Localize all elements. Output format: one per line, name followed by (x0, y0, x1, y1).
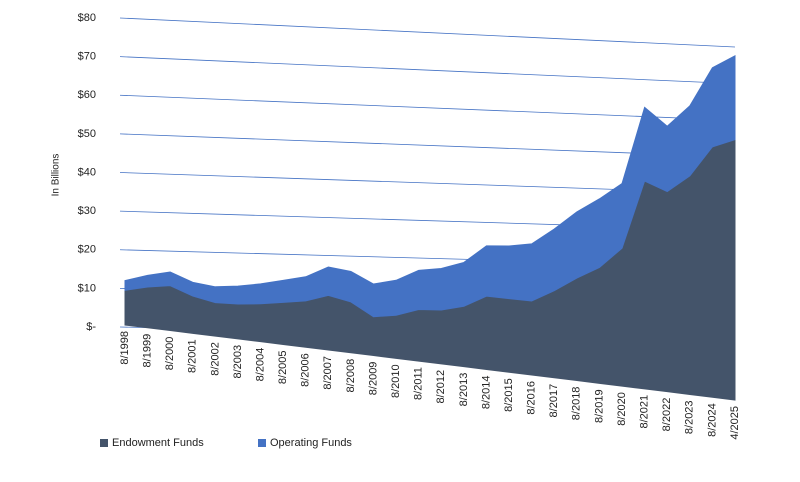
legend-swatch (258, 439, 266, 447)
y-tick-label: $- (86, 321, 96, 333)
x-tick-label: 8/2007 (322, 356, 334, 390)
x-tick-label: 8/2003 (232, 345, 244, 379)
x-tick-label: 8/2021 (639, 395, 651, 429)
area (124, 54, 736, 318)
x-tick-label: 8/1999 (141, 334, 153, 368)
legend-swatch (100, 439, 108, 447)
x-tick-label: 8/2005 (277, 350, 289, 384)
x-tick-label: 8/2022 (661, 398, 673, 432)
x-tick-label: 8/2014 (480, 375, 492, 409)
x-tick-label: 8/2012 (435, 370, 447, 404)
y-tick-label: $30 (78, 205, 96, 217)
x-tick-label: 8/2010 (390, 364, 402, 398)
grid-line (119, 94, 736, 121)
y-axis-title: In Billions (51, 154, 62, 197)
legend-label: Operating Funds (270, 437, 352, 449)
x-tick-label: 8/2017 (548, 384, 560, 418)
y-tick-label: $80 (78, 12, 96, 24)
x-tick-label: 8/2019 (593, 389, 605, 423)
y-tick-label: $50 (78, 128, 96, 140)
x-tick-label: 8/2008 (345, 359, 357, 393)
y-tick-label: $20 (78, 244, 96, 256)
x-tick-label: 8/2009 (367, 362, 379, 396)
x-tick-label: 8/2024 (706, 403, 718, 437)
x-tick-label: 8/2004 (254, 348, 266, 382)
x-tick-label: 8/2018 (571, 387, 583, 421)
y-tick-label: $70 (78, 51, 96, 63)
x-tick-label: 8/2011 (413, 367, 425, 400)
x-tick-label: 8/2002 (209, 342, 221, 376)
y-tick-label: $40 (78, 166, 96, 178)
y-tick-label: $60 (78, 89, 96, 101)
x-tick-label: 8/2015 (503, 378, 515, 412)
x-tick-label: 8/2016 (526, 381, 538, 415)
y-tick-label: $10 (78, 282, 96, 294)
legend-label: Endowment Funds (112, 437, 204, 449)
x-tick-label: 8/2013 (458, 373, 470, 407)
x-tick-label: 8/2001 (187, 339, 199, 373)
x-tick-label: 8/1998 (119, 331, 131, 365)
grid-line (119, 56, 736, 85)
x-tick-label: 8/2006 (300, 353, 312, 387)
x-tick-label: 8/2000 (164, 337, 176, 371)
x-tick-label: 8/2023 (684, 400, 696, 434)
x-tick-label: 8/2020 (616, 392, 628, 426)
x-tick-label: 4/2025 (729, 406, 741, 440)
grid-line (119, 17, 736, 48)
